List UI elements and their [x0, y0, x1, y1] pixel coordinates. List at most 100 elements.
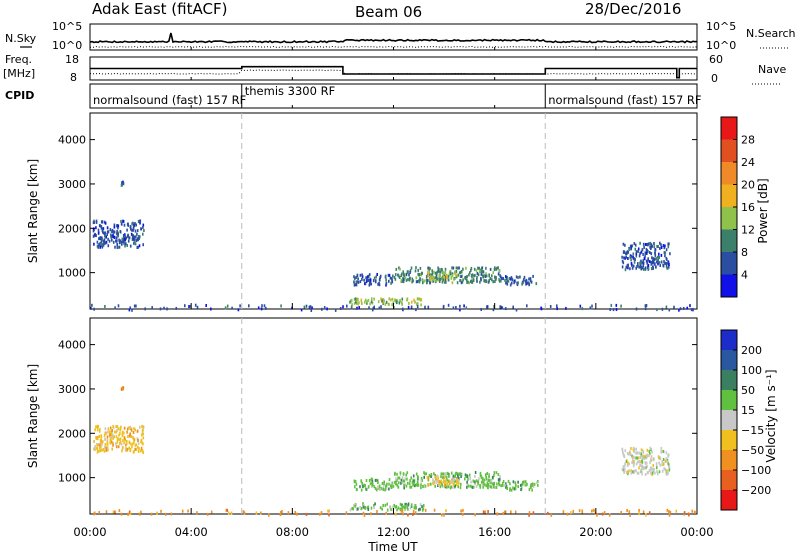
scatter-cell	[462, 508, 464, 512]
scatter-cell	[442, 272, 445, 276]
scatter-cell	[406, 270, 409, 274]
scatter-cell	[635, 462, 638, 466]
scatter-cell	[349, 508, 352, 512]
scatter-cell	[382, 485, 385, 489]
scatter-cell	[133, 438, 136, 442]
scatter-cell	[409, 271, 411, 274]
scatter-cell	[388, 482, 390, 486]
scatter-cell	[666, 266, 668, 270]
scatter-cell	[505, 281, 507, 285]
scatter-cell	[132, 431, 135, 434]
scatter-cell	[660, 450, 663, 454]
scatter-cell	[391, 297, 394, 301]
scatter-cell	[635, 451, 638, 455]
scatter-cell	[96, 425, 99, 429]
scatter-cell	[403, 486, 405, 490]
scatter-cell	[658, 470, 661, 474]
scatter-cell	[128, 434, 131, 438]
colorbar-swatch	[721, 450, 737, 470]
scatter-cell	[451, 281, 454, 285]
scatter-cell	[638, 451, 641, 455]
scatter-cell	[359, 273, 362, 277]
scatter-cell	[409, 276, 411, 280]
scatter-cell	[390, 481, 393, 485]
scatter-cell	[101, 245, 104, 249]
scatter-cell	[126, 244, 128, 247]
scatter-cell	[159, 307, 162, 311]
scatter-cell	[350, 305, 353, 309]
scatter-cell	[641, 455, 644, 459]
scatter-cell	[144, 307, 146, 311]
scatter-cell	[635, 254, 638, 258]
scatter-cell	[395, 480, 397, 484]
scatter-cell	[407, 502, 410, 506]
scatter-cell	[403, 274, 405, 278]
scatter-cell	[102, 440, 104, 444]
scatter-cell	[119, 437, 122, 441]
nsky-tick-top: 10^5	[52, 20, 82, 33]
scatter-cell	[430, 482, 432, 486]
scatter-cell	[487, 478, 490, 482]
scatter-cell	[311, 306, 313, 310]
scatter-cell	[623, 464, 626, 468]
scatter-cell	[612, 308, 615, 312]
scatter-cell	[429, 281, 431, 285]
scatter-cell	[650, 261, 653, 264]
scatter-cell	[422, 281, 424, 285]
scatter-cell	[402, 280, 405, 284]
scatter-cell	[364, 282, 367, 286]
scatter-cell	[470, 266, 473, 270]
scatter-cell	[263, 304, 266, 308]
scatter-cell	[356, 301, 358, 305]
scatter-cell	[665, 256, 668, 260]
scatter-cell	[517, 281, 519, 285]
scatter-cell	[480, 272, 483, 276]
scatter-cell	[107, 230, 110, 234]
scatter-cell	[653, 468, 655, 471]
scatter-cell	[664, 254, 666, 258]
scatter-cell	[510, 510, 512, 514]
scatter-cell	[664, 244, 666, 248]
scatter-cell	[644, 304, 647, 308]
scatter-cell	[138, 512, 141, 516]
scatter-cell	[393, 276, 396, 279]
scatter-cell	[101, 227, 104, 231]
scatter-cell	[500, 279, 502, 283]
scatter-cell	[639, 261, 642, 265]
scatter-cell	[228, 511, 230, 515]
scatter-cell	[647, 471, 649, 475]
scatter-cell	[477, 273, 480, 277]
scatter-cell	[113, 225, 116, 229]
scatter-cell	[423, 485, 426, 489]
scatter-cell	[464, 477, 466, 481]
scatter-cell	[142, 436, 145, 440]
scatter-cell	[468, 273, 470, 277]
scatter-cell	[103, 241, 106, 244]
scatter-cell	[608, 513, 611, 517]
scatter-cell	[139, 221, 141, 225]
y-tick-label: 1000	[58, 267, 86, 280]
y-tick-label: 1000	[58, 472, 86, 485]
scatter-cell	[374, 280, 377, 284]
scatter-cell	[328, 513, 330, 517]
scatter-cell	[503, 510, 506, 514]
scatter-cell	[131, 228, 133, 232]
scatter-cell	[108, 430, 111, 434]
velocity-colorbar-label: Velocity [m s⁻¹]	[764, 369, 778, 462]
scatter-cell	[453, 480, 456, 484]
y-tick-label: 3000	[58, 178, 86, 191]
scatter-cell	[487, 483, 490, 487]
scatter-cell	[129, 244, 132, 248]
scatter-cell	[491, 475, 494, 479]
scatter-cell	[625, 252, 627, 256]
nave-trace	[89, 69, 698, 75]
scatter-cell	[427, 476, 430, 479]
scatter-cell	[499, 305, 501, 309]
scatter-cell	[112, 436, 114, 440]
scatter-cell	[480, 277, 482, 280]
scatter-cell	[385, 300, 388, 304]
scatter-cell	[581, 510, 584, 514]
scatter-cell	[485, 475, 487, 479]
scatter-cell	[106, 430, 109, 434]
scatter-cell	[452, 306, 455, 310]
